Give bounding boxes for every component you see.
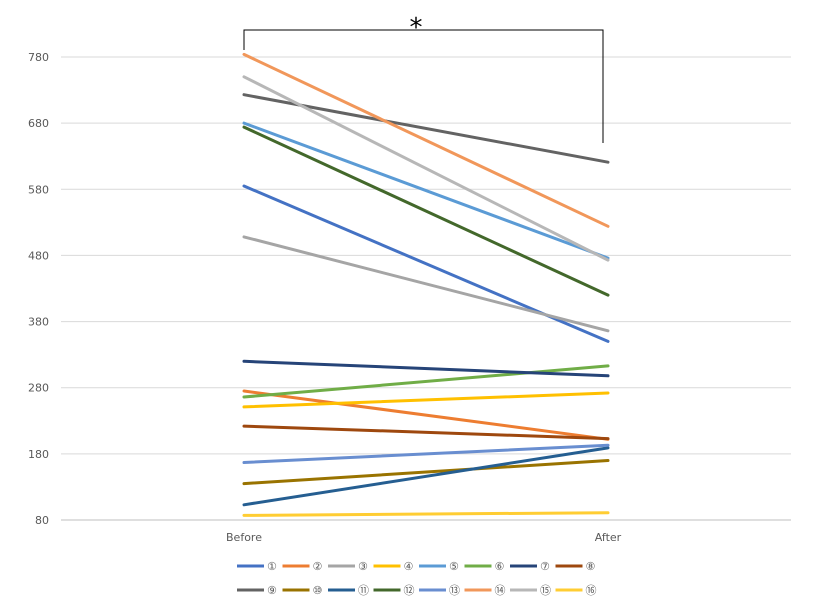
- series-lines: [242, 52, 610, 517]
- legend-label: ⑮: [540, 584, 551, 597]
- legend-label: ①: [267, 560, 277, 573]
- series-line-4: [242, 391, 610, 409]
- x-category-label: Before: [226, 531, 262, 544]
- legend: ① ② ③ ④ ⑤ ⑥ ⑦ ⑧ ⑨ ⑩ ⑪ ⑫ ⑬ ⑭ ⑮ ⑯: [237, 560, 597, 597]
- significance-bracket: *: [243, 13, 604, 143]
- series-line-15: [242, 75, 610, 262]
- legend-label: ②: [313, 560, 323, 573]
- legend-label: ⑯: [586, 584, 597, 597]
- series-line-11: [242, 446, 610, 507]
- y-tick-label: 480: [28, 249, 49, 262]
- y-tick-label: 180: [28, 448, 49, 461]
- legend-label: ⑤: [449, 560, 459, 573]
- series-line-7: [242, 359, 610, 378]
- series-line-14: [242, 52, 610, 228]
- series-line-6: [242, 364, 610, 399]
- legend-label: ⑫: [404, 584, 415, 597]
- legend-label: ⑬: [449, 584, 460, 597]
- legend-label: ⑧: [586, 560, 596, 573]
- series-line-8: [242, 424, 610, 441]
- legend-label: ⑨: [267, 584, 277, 597]
- x-axis-categories: Before After: [226, 531, 622, 544]
- y-tick-label: 580: [28, 183, 49, 196]
- series-line-16: [242, 511, 610, 517]
- significance-star: *: [410, 13, 423, 43]
- series-line-12: [242, 125, 610, 297]
- series-line-5: [242, 121, 610, 260]
- y-tick-label: 280: [28, 382, 49, 395]
- series-line-2: [242, 389, 610, 441]
- legend-label: ⑦: [540, 560, 550, 573]
- bracket-line: [243, 29, 604, 143]
- legend-label: ⑩: [313, 584, 323, 597]
- gridlines: [61, 56, 791, 521]
- y-tick-label: 80: [35, 514, 49, 527]
- y-tick-label: 380: [28, 316, 49, 329]
- y-axis-ticks: 80 180 280 380 480 580 680 780: [28, 51, 49, 527]
- legend-label: ③: [358, 560, 368, 573]
- x-category-label: After: [595, 531, 622, 544]
- legend-label: ⑥: [495, 560, 505, 573]
- y-tick-label: 680: [28, 117, 49, 130]
- legend-label: ④: [404, 560, 414, 573]
- series-line-3: [242, 235, 610, 333]
- series-line-13: [242, 443, 610, 464]
- y-tick-label: 780: [28, 51, 49, 64]
- legend-label: ⑭: [495, 584, 506, 597]
- legend-label: ⑪: [358, 584, 369, 597]
- series-line-10: [242, 459, 610, 486]
